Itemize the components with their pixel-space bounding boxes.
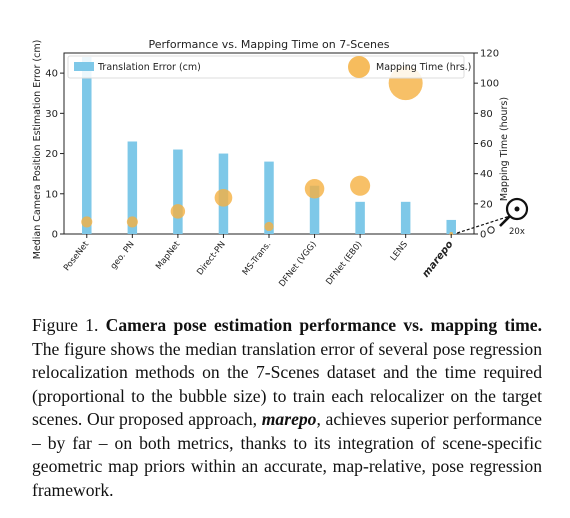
caption-text-before: The figure shows the median translation …: [32, 338, 542, 430]
y-tick-label: 10: [45, 189, 58, 200]
x-tick-label: PoseNet: [62, 239, 92, 273]
y-tick-label: 30: [45, 109, 58, 120]
bar-8: [446, 219, 456, 234]
bubble-8: [449, 231, 453, 236]
y-tick-label: 40: [45, 69, 58, 80]
y-axis-label: Median Camera Position Estimation Error …: [32, 40, 43, 260]
y2-tick-label: 100: [480, 79, 499, 90]
annotations-group: 20x: [457, 197, 529, 237]
legend-label-bubble: Mapping Time (hrs.): [376, 62, 471, 73]
caption-title: Camera pose estimation performance vs. m…: [105, 315, 542, 335]
legend-swatch-bar: [74, 62, 94, 71]
bubble-3: [214, 188, 233, 207]
magnifier-handle: [499, 215, 511, 227]
x-tick-label: DFNet (VGG): [277, 240, 319, 289]
magnifier-dot: [514, 206, 520, 212]
x-tick-label: geo. PN: [109, 240, 137, 272]
bar-0: [82, 57, 92, 235]
bar-6: [355, 201, 365, 234]
magnifier-leader: [457, 215, 511, 234]
y-tick-label: 0: [52, 230, 58, 241]
figure-caption: Figure 1. Camera pose estimation perform…: [32, 314, 542, 502]
bar-5: [309, 185, 320, 234]
magnifier-label: 20x: [509, 227, 525, 237]
y2-tick-label: 40: [480, 169, 493, 180]
bubble-4: [264, 221, 274, 232]
magnifier-target: [487, 226, 495, 234]
x-tick-label: DFNet (EB0): [324, 240, 364, 287]
x-tick-label: MapNet: [154, 239, 183, 272]
legend: Translation Error (cm) Mapping Time (hrs.…: [67, 55, 471, 79]
bar-2: [173, 149, 183, 234]
x-tick-label: MS-Trans.: [241, 240, 274, 278]
caption-label: Figure 1.: [32, 315, 99, 335]
x-tick-label: marepo: [420, 239, 455, 280]
chart-title: Performance vs. Mapping Time on 7-Scenes: [149, 38, 390, 51]
bar-1: [127, 141, 138, 234]
bubble-1: [126, 216, 138, 228]
bar-7: [400, 201, 411, 234]
x-tick-label: LENS: [389, 240, 410, 263]
y-tick-label: 20: [45, 149, 58, 160]
bubble-6: [350, 175, 371, 196]
y2-tick-label: 120: [480, 49, 499, 60]
figure-chart: Performance vs. Mapping Time on 7-Scenes…: [32, 38, 529, 289]
bubble-0: [81, 216, 93, 228]
bubble-5: [304, 178, 325, 199]
bar-4: [264, 161, 274, 234]
y2-tick-label: 80: [480, 109, 493, 120]
legend-label-bar: Translation Error (cm): [97, 62, 201, 73]
x-tick-label: Direct-PN: [195, 240, 228, 278]
bubble-2: [170, 204, 186, 219]
y2-tick-label: 0: [480, 230, 486, 241]
y2-tick-label: 60: [480, 139, 493, 150]
legend-swatch-bubble: [348, 56, 370, 78]
caption-text-after: , achieves superior performance – by far…: [32, 409, 542, 500]
y2-axis-label: Mapping Time (hours): [499, 97, 510, 201]
caption-emphasis: marepo: [261, 409, 317, 429]
y2-tick-label: 20: [480, 199, 493, 210]
